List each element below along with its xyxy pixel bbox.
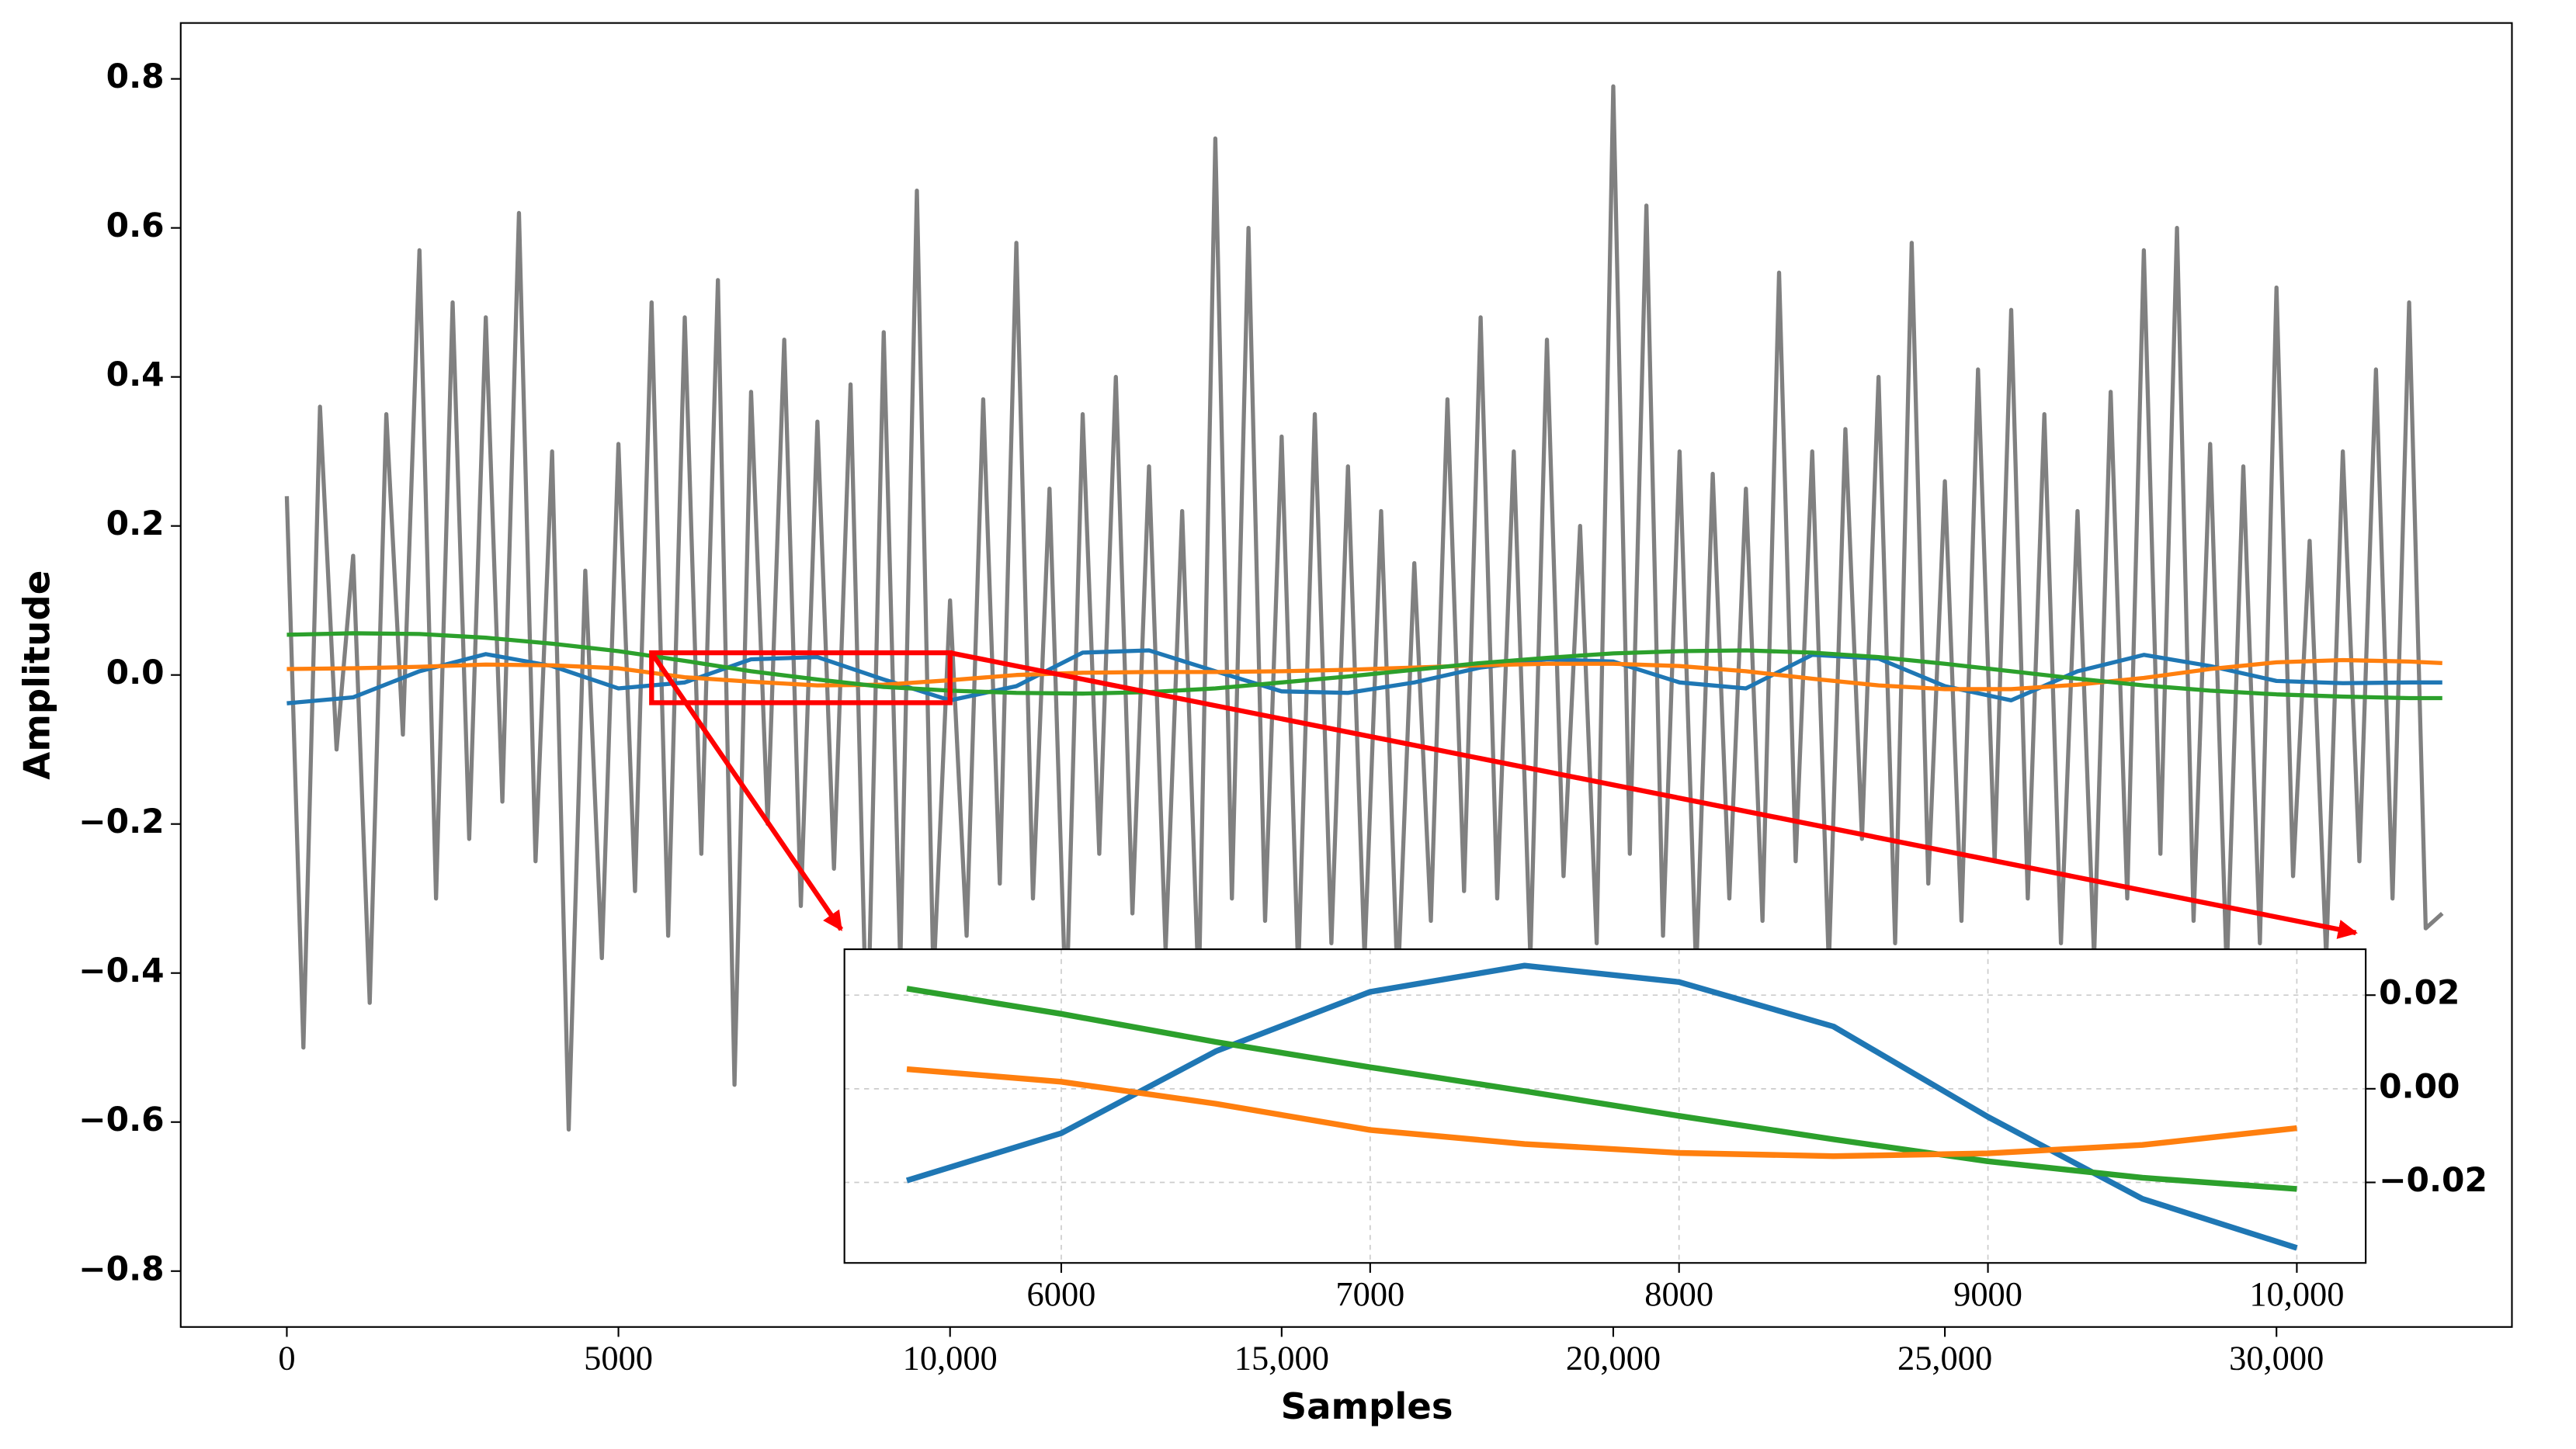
x-axis-label: Samples <box>1281 1385 1453 1427</box>
x-tick-label: 25,000 <box>1897 1338 1992 1377</box>
x-tick-label: 9000 <box>1953 1274 2022 1313</box>
x-tick-label: 10,000 <box>903 1338 998 1377</box>
x-tick-label: 20,000 <box>1566 1338 1661 1377</box>
y-tick-label: 0.8 <box>106 57 165 95</box>
x-tick-label: 30,000 <box>2229 1338 2324 1377</box>
x-tick-label: 5000 <box>584 1338 653 1377</box>
y-tick-label: 0.2 <box>106 504 165 543</box>
series-line <box>906 1066 2297 1160</box>
y-tick-label: 0.02 <box>2379 974 2460 1012</box>
y-tick-label: −0.8 <box>78 1250 164 1288</box>
plot-frame <box>179 22 2513 1328</box>
x-tick-label: 7000 <box>1335 1274 1404 1313</box>
y-tick-label: −0.6 <box>78 1101 164 1139</box>
zoom-arrow <box>950 650 2358 939</box>
x-tick-label: 10,000 <box>2249 1274 2344 1313</box>
zoom-box <box>649 650 953 705</box>
x-tick-label: 6000 <box>1027 1274 1096 1313</box>
y-tick-label: 0.6 <box>106 206 165 244</box>
plot-frame <box>843 948 2367 1264</box>
y-axis-label: Amplitude <box>16 570 57 780</box>
y-tick-label: −0.02 <box>2379 1161 2487 1199</box>
y-tick-label: 0.00 <box>2379 1067 2460 1105</box>
x-tick-label: 8000 <box>1644 1274 1713 1313</box>
y-tick-label: 0.0 <box>106 653 165 692</box>
y-tick-label: 0.4 <box>106 355 165 393</box>
zoom-arrow <box>649 651 844 931</box>
y-tick-label: −0.4 <box>78 952 164 990</box>
x-tick-label: 0 <box>278 1338 295 1377</box>
series-line <box>906 986 2297 1192</box>
y-tick-label: −0.2 <box>78 802 164 841</box>
x-tick-label: 15,000 <box>1234 1338 1329 1377</box>
